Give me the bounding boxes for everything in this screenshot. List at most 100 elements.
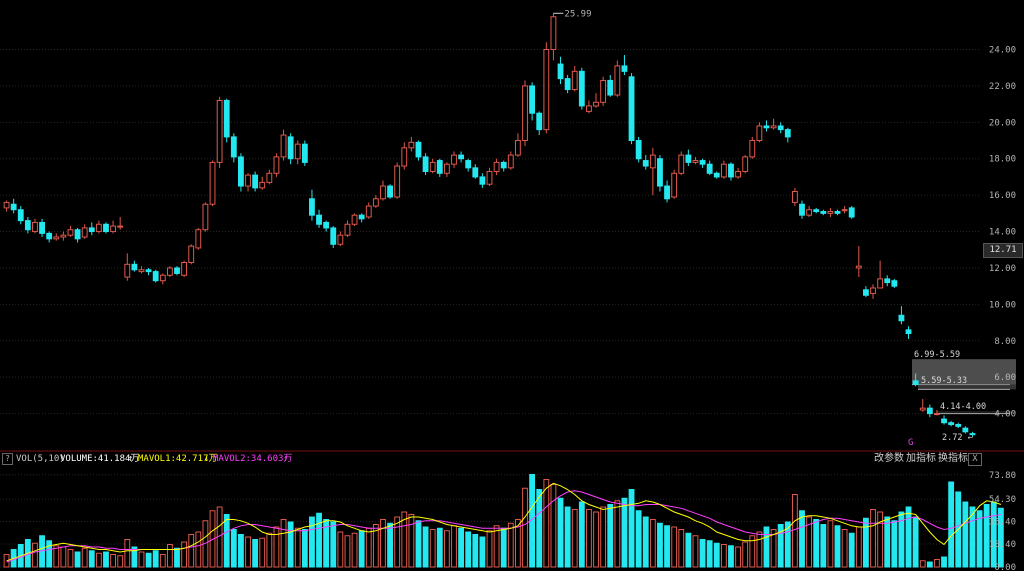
candle-up [720,163,727,178]
price-axis: 24.00 22.00 20.00 18.00 16.00 14.00 12.00 10.00… [989,46,1016,420]
candle-down [472,167,479,178]
volume-bar-down [607,504,614,568]
volume-bar-down [863,517,869,568]
candle-down [898,314,905,322]
candle-up [692,160,699,163]
price-tick-label: 20.00 [989,118,1016,128]
candle-down [131,263,138,271]
price-tick-label: 10.00 [989,300,1016,310]
volume-bar-down [479,536,486,568]
price-tick-label: 14.00 [989,228,1016,238]
candle-down [926,407,933,415]
volume-bar-up [671,526,678,568]
zone-label-3: 4.14-4.00 [940,402,987,412]
volume-tick-label: 54.30 [989,495,1016,505]
candle-down [301,143,308,163]
volume-bar-up [53,545,60,568]
volume-bar-up [841,529,848,568]
candle-down [500,161,507,169]
candle-up [337,234,344,245]
candle-down [706,163,713,174]
help-button[interactable]: ? [2,453,13,465]
candle-down [465,160,472,169]
volume-bar-down [898,511,905,568]
volume-bar-down [834,525,841,568]
candle-up [294,143,301,160]
volume-bar-down [301,529,308,568]
volume-bar-up [550,484,557,568]
candle-up [841,209,848,212]
volume-bar-up [735,546,741,568]
add-indicator-button[interactable]: 加指标 [906,453,936,464]
candle-up [394,165,401,198]
indicator-name[interactable]: VOL(5,10) [16,454,65,464]
candle-up [649,154,656,169]
price-tick-label: 4.00 [994,410,1016,420]
volume-bar-down [223,514,230,568]
candle-up [493,161,500,172]
volume-bar-down [699,539,706,568]
candle-down [103,223,109,233]
volume-bar-up [877,511,884,568]
candle-down [422,156,429,172]
volume-bar-down [230,529,237,568]
volume-bar-down [238,534,244,568]
price-tick-label: 22.00 [989,82,1016,92]
volume-bar-up [117,555,124,568]
candle-up [124,263,131,278]
candle-up [486,170,493,185]
candle-up [166,267,173,276]
candle-up [159,274,166,282]
volume-bar-down [848,532,855,568]
volume-bar-up [614,500,621,568]
candle-up [32,221,38,233]
volume-bar-down [152,550,159,568]
candle-down [628,76,635,142]
volume-bar-up [394,516,401,568]
candle-up [756,125,763,142]
candle-down [891,280,898,287]
candle-down [941,418,947,424]
volume-bar-up [181,541,188,568]
candle-down [699,160,706,165]
candle-up [507,154,514,169]
candle-up [543,49,550,131]
candle-up [3,201,10,209]
candle-up [678,154,685,174]
volume-bar-up [678,529,685,568]
volume-bar-up [692,535,699,568]
volume-bar-down [557,497,564,568]
zone-label-1: 6.99-5.59 [914,350,961,360]
modify-params-button[interactable]: 改参数 [874,453,904,464]
price-grid [0,49,980,415]
candle-down [863,289,869,296]
candle-up [216,99,223,163]
zone-label-2: 5.59-5.33 [921,376,968,386]
candle-down [905,329,912,334]
volume-bar-up [124,539,131,568]
candles[interactable] [3,13,976,437]
candle-down [664,185,670,200]
volume-bar-down [926,561,933,568]
volume-header: ? VOL(5,10) VOLUME:41.184万 ↑ MAVOL1:42.7… [0,451,1024,467]
volume-bar-down [969,506,976,568]
volume-bar-up [514,519,521,568]
volume-bar-down [941,556,947,568]
volume-bar-down [905,506,912,568]
volume-bar-down [436,527,443,568]
close-icon[interactable]: X [968,453,982,466]
mavol1-down-icon: ↓ [204,454,210,464]
volume-bar-down [664,525,670,568]
switch-indicator-button[interactable]: 换指标 [938,453,968,464]
volume-bar-up [81,547,88,568]
volume-bar-up [337,531,344,568]
candle-down [458,154,465,160]
candle-down [884,278,891,284]
last-low-label: 2.72 ← [942,433,973,443]
volume-bar-down [415,520,422,568]
volume-bar-down [642,516,649,568]
volume-bars[interactable] [3,474,1004,568]
volume-bar-down [472,534,479,568]
candle-down [223,99,230,138]
volume-bar-up [245,536,251,568]
